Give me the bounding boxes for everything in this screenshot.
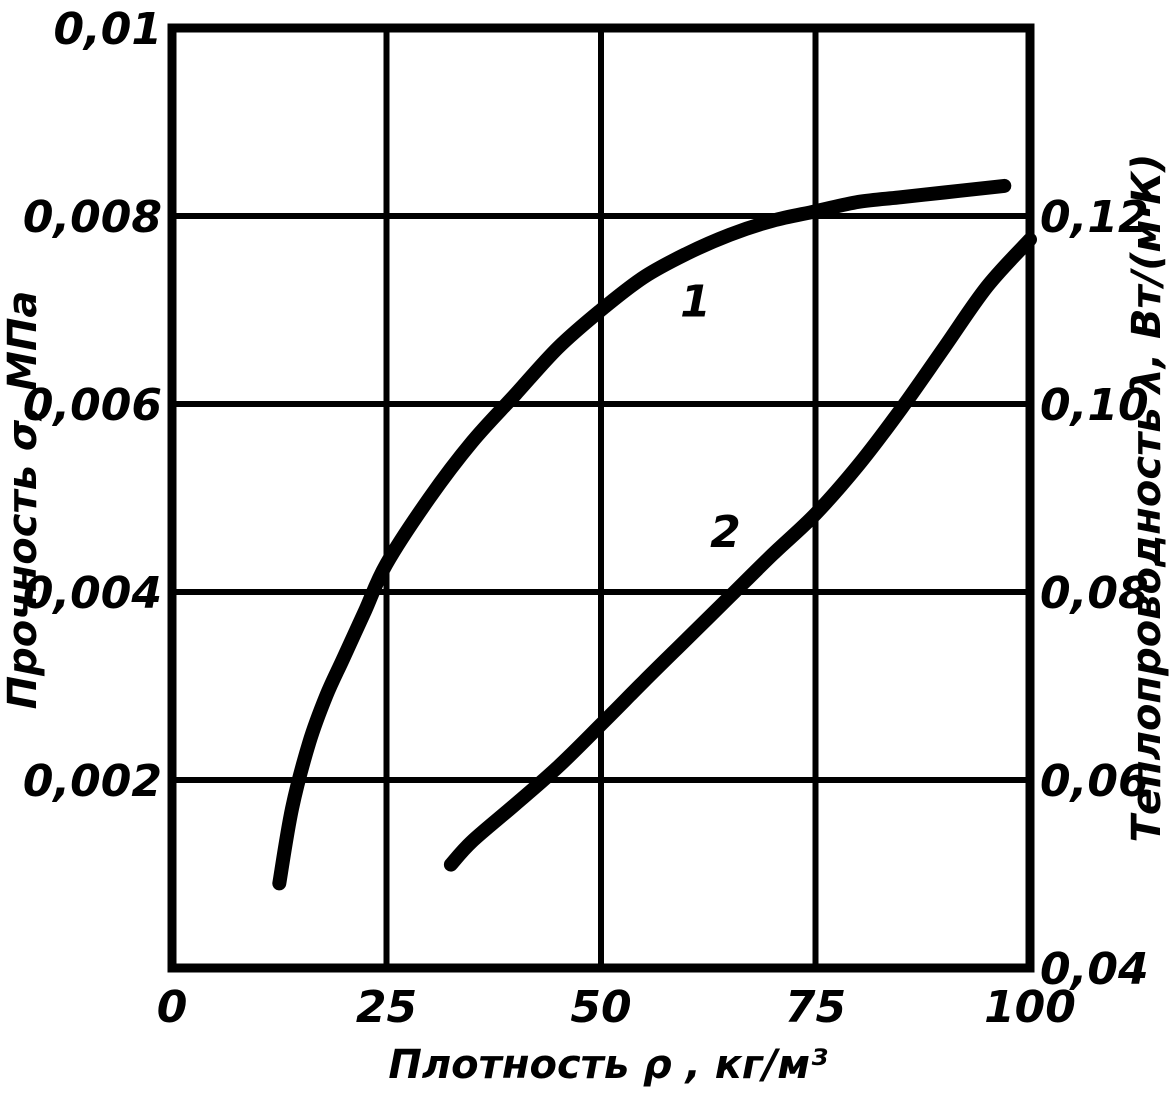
y-tick-label: 0,008 <box>23 192 162 243</box>
y2-tick-label: 0,04 <box>1040 944 1149 995</box>
y-tick-label: 0,002 <box>23 756 162 807</box>
tick-labels: 0 25 50 75 100 0,002 0,004 0,006 0,008 0,01 0,04 0,… <box>23 4 1149 1033</box>
y2-tick-label: 0,08 <box>1040 568 1149 619</box>
x-axis-title: Плотность ρ , кг/м³ <box>388 1042 828 1088</box>
y-axis-title: Прочность σ, МПа <box>0 291 46 710</box>
curve-labels: 12 <box>680 277 741 558</box>
y2-tick-label: 0,06 <box>1040 756 1149 807</box>
grid <box>172 28 1030 968</box>
y2-tick-label: 0,12 <box>1040 192 1149 243</box>
x-tick-label: 100 <box>984 982 1076 1033</box>
y-tick-label: 0,004 <box>23 568 162 619</box>
series <box>272 178 1037 891</box>
x-tick-label: 50 <box>570 982 631 1033</box>
y2-tick-label: 0,10 <box>1040 380 1149 431</box>
y-tick-label: 0,006 <box>23 380 162 431</box>
curve-label: 2 <box>710 507 741 558</box>
series-line-2 <box>443 232 1037 872</box>
curve-label: 1 <box>680 277 711 328</box>
y2-axis-title: Теплопроводность λ, Вт/(м·К) <box>1124 154 1170 843</box>
x-tick-label: 0 <box>157 982 188 1033</box>
y-tick-label: 0,01 <box>53 4 162 55</box>
x-tick-label: 25 <box>356 982 417 1033</box>
plot-frame <box>167 23 1035 973</box>
x-tick-label: 75 <box>785 982 846 1033</box>
series-line-1 <box>272 178 1012 891</box>
